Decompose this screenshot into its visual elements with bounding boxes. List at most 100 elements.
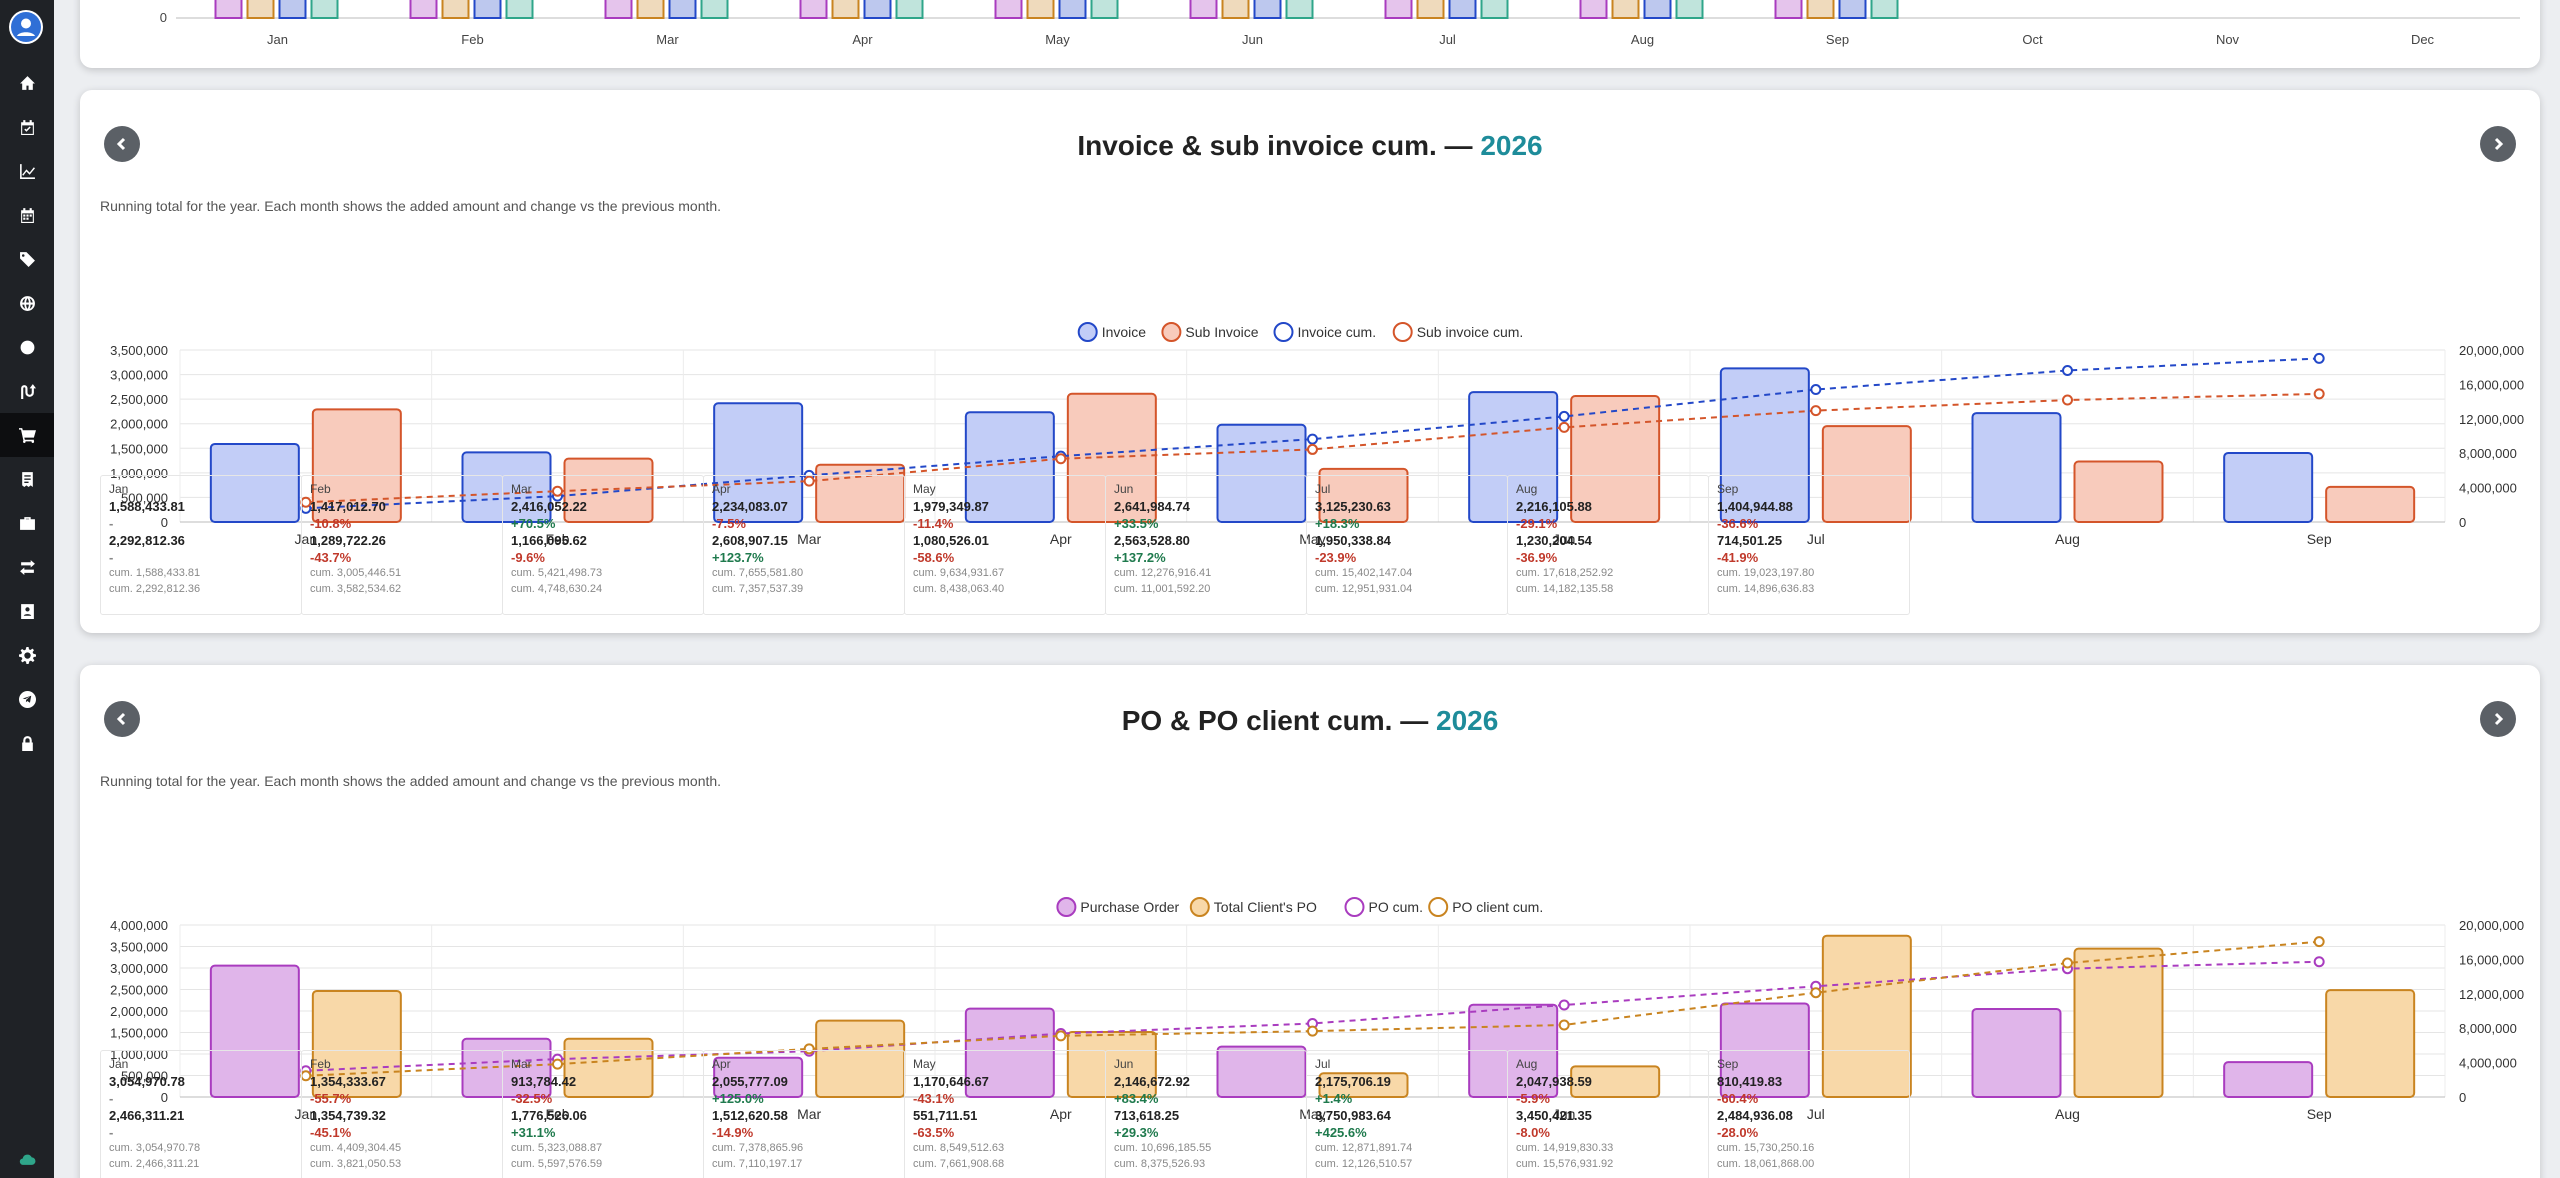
prev-year-button[interactable]	[104, 701, 140, 737]
lock-icon[interactable]	[0, 721, 54, 765]
x-tick-label-jun: Jun	[1553, 1106, 1576, 1122]
bar-invoice-feb	[461, 451, 552, 524]
circle-icon[interactable]	[0, 325, 54, 369]
summary-a: 2,047,938.59	[1516, 1074, 1592, 1089]
home-icon[interactable]	[0, 61, 54, 105]
cloud-icon[interactable]	[0, 1137, 54, 1178]
left-tick-label: 500,000	[121, 490, 168, 505]
top-bar-stub	[246, 0, 275, 19]
summary-month: Mar	[511, 1057, 532, 1071]
top-month-label-dec: Dec	[2411, 32, 2435, 47]
summary-a: 2,175,706.19	[1315, 1074, 1391, 1089]
point-invoice-cum-jun	[1558, 410, 1570, 422]
summary-b: 1,776,526.06	[511, 1108, 587, 1123]
summary-cb: cum. 8,438,063.40	[913, 583, 1005, 595]
globe-icon[interactable]	[0, 281, 54, 325]
summary-cell-sep: Sep 810,419.83 -60.4% 2,484,936.08 -28.0% cum…	[1708, 1050, 1910, 1178]
line-po-cum	[305, 960, 2320, 1072]
bar-total-client-s-po-aug	[2073, 947, 2164, 1098]
summary-cb: cum. 3,821,050.53	[310, 1158, 402, 1170]
summary-b: 2,292,812.36	[109, 533, 185, 548]
left-tick-label: 3,500,000	[110, 343, 168, 358]
left-tick-label: 3,000,000	[110, 368, 168, 383]
summary-month: Jun	[1114, 1057, 1134, 1071]
bar-total-client-s-po-sep	[2325, 989, 2416, 1098]
send-icon[interactable]	[0, 677, 54, 721]
summary-bp: -28.0%	[1717, 1125, 1759, 1140]
summary-ca: cum. 3,054,970.78	[109, 1142, 201, 1154]
summary-ap: -11.4%	[913, 516, 954, 531]
legend-swatch-sub-invoice-cum	[1392, 322, 1413, 342]
summary-month: May	[913, 482, 936, 496]
gear-icon[interactable]	[0, 633, 54, 677]
next-year-button[interactable]	[2480, 126, 2516, 162]
summary-a: 1,354,333.67	[310, 1074, 386, 1089]
bar-invoice-aug	[1971, 412, 2062, 523]
summary-cell-jan: Jan 3,054,970.78 - 2,466,311.21 - cum. 3,054,…	[100, 1050, 302, 1178]
summary-cell-jan: Jan 1,588,433.81 - 2,292,812.36 - cum. 1,588,…	[100, 475, 302, 615]
left-tick-label: 2,000,000	[110, 1004, 168, 1019]
summary-a: 2,416,052.22	[511, 499, 587, 514]
summary-b: 1,166,095.62	[511, 533, 587, 548]
summary-cb: cum. 14,896,636.83	[1717, 583, 1815, 595]
legend-label-sub-invoice-cum: Sub invoice cum.	[1417, 324, 1524, 340]
calendar-check-icon[interactable]	[0, 105, 54, 149]
summary-cell-sep: Sep 1,404,944.88 -36.6% 714,501.25 -41.9% cum…	[1708, 475, 1910, 615]
summary-bp: +123.7%	[712, 550, 764, 565]
route-icon[interactable]	[0, 369, 54, 413]
point-po-client-cum-may	[1307, 1025, 1318, 1037]
right-tick-label: 0	[2459, 515, 2466, 530]
summary-cell-jul: Jul 2,175,706.19 +1.4% 3,750,983.64 +425.6% c…	[1306, 1050, 1508, 1178]
card-title: Invoice & sub invoice cum. — 2026	[80, 126, 2540, 166]
point-po-client-cum-mar	[803, 1043, 815, 1055]
legend-label-invoice: Invoice	[1102, 324, 1147, 340]
summary-a: 1,417,012.70	[310, 499, 386, 514]
invoice-card: Invoice & sub invoice cum. — 2026 Runnin…	[80, 90, 2540, 633]
exchange-icon[interactable]	[0, 545, 54, 589]
top-bar-stub	[214, 0, 243, 19]
prev-year-button[interactable]	[104, 126, 140, 162]
summary-cell-feb: Feb 1,354,333.67 -55.7% 1,354,739.32 -45.1% c…	[301, 1050, 503, 1178]
point-po-client-cum-jul	[1810, 987, 1822, 999]
chart-line-icon[interactable]	[0, 149, 54, 193]
cart-icon[interactable]	[0, 413, 54, 457]
contact-icon[interactable]	[0, 589, 54, 633]
x-tick-label-apr: Apr	[1050, 1106, 1072, 1122]
top-bar-stub	[895, 0, 924, 19]
right-tick-label: 16,000,000	[2459, 952, 2524, 967]
point-invoice-cum-aug	[2062, 364, 2073, 376]
summary-ca: cum. 4,409,304.45	[310, 1142, 402, 1154]
point-sub-invoice-cum-apr	[1055, 453, 1067, 465]
briefcase-icon[interactable]	[0, 501, 54, 545]
bar-purchase-order-mar	[713, 1056, 804, 1099]
summary-month: Mar	[511, 482, 532, 496]
summary-a: 2,234,083.07	[712, 499, 788, 514]
invoice-chart: Invoice Sub Invoice Invoice cum. Sub invoic…	[110, 322, 2524, 547]
top-bar-stub	[1675, 0, 1704, 19]
legend-item-invoice: Invoice	[1077, 322, 1147, 342]
avatar-icon[interactable]	[9, 10, 43, 44]
summary-cb: cum. 8,375,526.93	[1114, 1158, 1206, 1170]
summary-ca: cum. 15,730,250.16	[1717, 1142, 1815, 1154]
summary-cb: cum. 4,748,630.24	[511, 583, 603, 595]
summary-month: Aug	[1516, 1057, 1538, 1071]
summary-cell-mar: Mar 913,784.42 -32.5% 1,776,526.06 +31.1% cum…	[502, 1050, 704, 1178]
summary-cell-may: May 1,979,349.87 -11.4% 1,080,526.01 -58.6% c…	[904, 475, 1106, 615]
receipt-icon[interactable]	[0, 457, 54, 501]
monthly-summary: Jan 1,588,433.81 - 2,292,812.36 - cum. 1,588,…	[100, 475, 1932, 615]
right-tick-label: 8,000,000	[2459, 446, 2517, 461]
left-tick-label: 2,500,000	[110, 983, 168, 998]
top-bar-stub	[1838, 0, 1867, 19]
tag-icon[interactable]	[0, 237, 54, 281]
bar-purchase-order-apr	[964, 1007, 1055, 1098]
bar-purchase-order-may	[1216, 1045, 1307, 1098]
top-bar-stub	[1579, 0, 1608, 19]
calendar-icon[interactable]	[0, 193, 54, 237]
left-tick-label: 2,500,000	[110, 392, 168, 407]
top-month-label-aug: Aug	[1631, 32, 1654, 47]
summary-cb: cum. 2,292,812.36	[109, 583, 201, 595]
bar-sub-invoice-may	[1318, 467, 1409, 524]
summary-a: 3,125,230.63	[1315, 499, 1391, 514]
next-year-button[interactable]	[2480, 701, 2516, 737]
point-sub-invoice-cum-feb	[552, 485, 563, 497]
